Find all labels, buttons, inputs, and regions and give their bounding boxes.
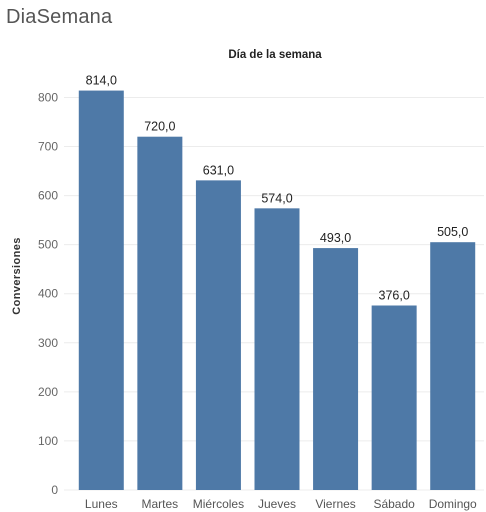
- bar-value-label: 720,0: [144, 120, 175, 134]
- bar-domingo[interactable]: [430, 242, 476, 490]
- bar-value-label: 631,0: [203, 163, 234, 177]
- x-category-label: Domingo: [429, 497, 477, 511]
- bar-lunes[interactable]: [78, 90, 124, 491]
- bar-value-labels: 814,0 720,0 631,0 574,0 493,0 376,0 505,0: [86, 74, 469, 303]
- y-tick-label: 100: [38, 434, 58, 448]
- bar-sábado[interactable]: [371, 305, 417, 490]
- y-tick-label: 800: [38, 90, 58, 104]
- y-tick-label: 700: [38, 140, 58, 154]
- x-category-label: Martes: [142, 497, 179, 511]
- bars: [78, 90, 476, 491]
- bar-value-label: 814,0: [86, 74, 117, 88]
- bar-martes[interactable]: [137, 136, 183, 490]
- y-tick-label: 300: [38, 336, 58, 350]
- bar-value-label: 505,0: [437, 225, 468, 239]
- y-tick-label: 600: [38, 189, 58, 203]
- bar-jueves[interactable]: [254, 208, 300, 490]
- y-tick-label: 200: [38, 385, 58, 399]
- chart-title: Día de la semana: [228, 49, 322, 61]
- x-axis-category-labels: Lunes Martes Miércoles Jueves Viernes Sábado D…: [85, 497, 477, 511]
- y-axis-ticks: 0 100 200 300 400 500 600 700 800: [38, 90, 58, 497]
- y-axis-label: Conversiones: [11, 237, 23, 315]
- x-category-label: Miércoles: [193, 497, 244, 511]
- bar-miércoles[interactable]: [195, 180, 241, 491]
- y-tick-label: 0: [51, 483, 58, 497]
- x-category-label: Jueves: [258, 497, 296, 511]
- bar-value-label: 574,0: [261, 191, 292, 205]
- y-tick-label: 400: [38, 287, 58, 301]
- bar-value-label: 493,0: [320, 231, 351, 245]
- bar-viernes[interactable]: [313, 248, 359, 490]
- y-tick-label: 500: [38, 238, 58, 252]
- bar-value-label: 376,0: [379, 288, 410, 302]
- x-category-label: Viernes: [315, 497, 355, 511]
- x-category-label: Lunes: [85, 497, 118, 511]
- x-category-label: Sábado: [373, 497, 415, 511]
- sheet-title: DiaSemana: [6, 6, 113, 28]
